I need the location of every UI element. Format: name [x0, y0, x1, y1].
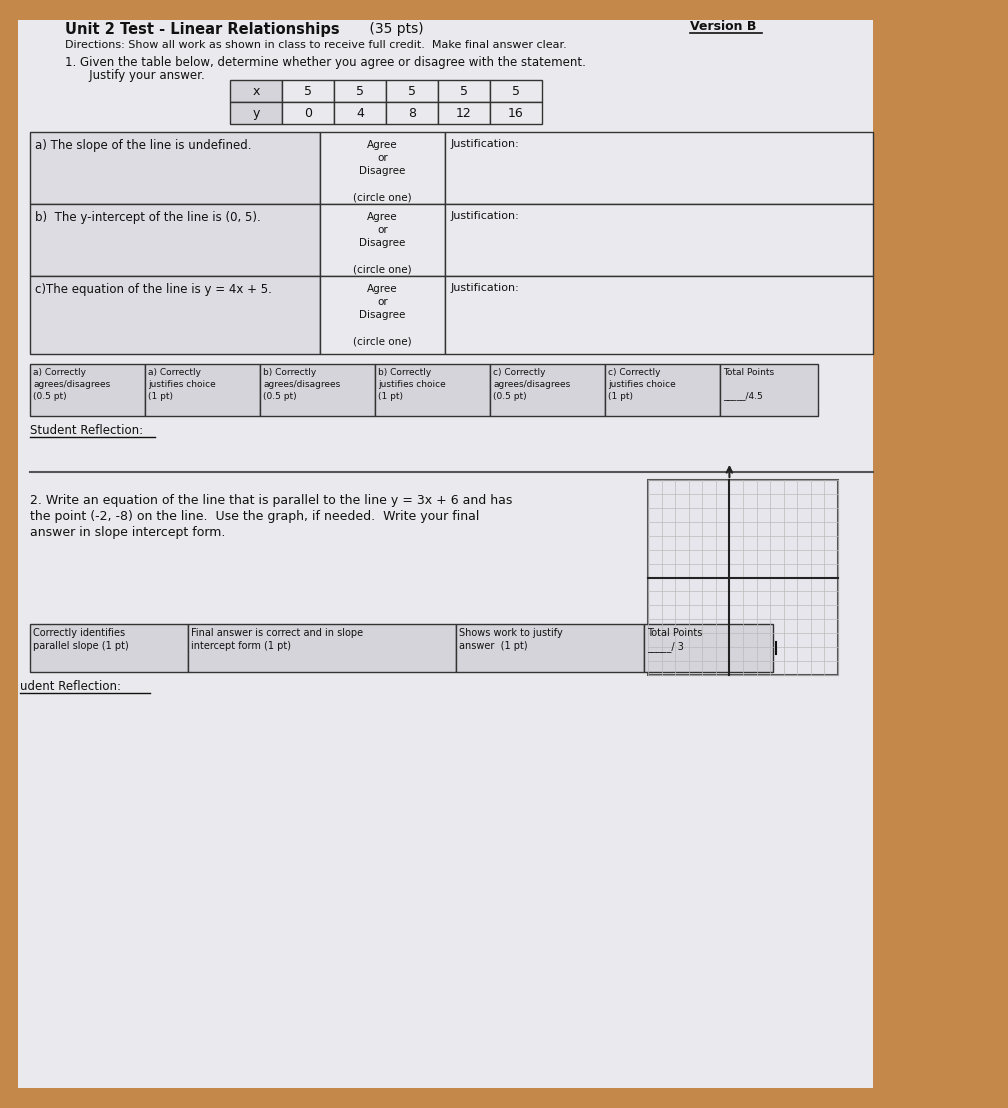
Text: Total Points

_____/4.5: Total Points _____/4.5	[723, 368, 774, 401]
Text: Justification:: Justification:	[451, 283, 520, 293]
Bar	[320, 132, 445, 204]
Text: Agree
or
Disagree

(circle one): Agree or Disagree (circle one)	[353, 212, 412, 275]
Text: b) Correctly
justifies choice
(1 pt): b) Correctly justifies choice (1 pt)	[378, 368, 446, 401]
Text: 0: 0	[304, 107, 312, 120]
Bar	[230, 102, 282, 124]
Text: Justification:: Justification:	[451, 138, 520, 148]
Bar	[282, 102, 334, 124]
Bar	[18, 20, 873, 1088]
Text: 8: 8	[408, 107, 416, 120]
Bar	[320, 204, 445, 276]
Bar	[438, 80, 490, 102]
Text: 5: 5	[460, 85, 468, 98]
Text: 16: 16	[508, 107, 524, 120]
Text: 12: 12	[457, 107, 472, 120]
Text: a) The slope of the line is undefined.: a) The slope of the line is undefined.	[35, 138, 252, 152]
Bar	[145, 365, 260, 416]
Bar	[188, 624, 456, 671]
Bar	[490, 365, 605, 416]
Bar	[386, 102, 438, 124]
Text: b) Correctly
agrees/disagrees
(0.5 pt): b) Correctly agrees/disagrees (0.5 pt)	[263, 368, 341, 401]
Bar	[30, 132, 320, 204]
Text: Final answer is correct and in slope
intercept form (1 pt): Final answer is correct and in slope int…	[191, 628, 363, 652]
Text: Total Points
_____/ 3: Total Points _____/ 3	[647, 628, 703, 653]
Bar	[386, 80, 438, 102]
Bar	[375, 365, 490, 416]
Text: 4: 4	[356, 107, 364, 120]
Text: Correctly identifies
parallel slope (1 pt): Correctly identifies parallel slope (1 p…	[33, 628, 129, 652]
Bar	[230, 80, 282, 102]
Bar	[320, 276, 445, 353]
Text: (35 pts): (35 pts)	[365, 22, 423, 35]
Text: Agree
or
Disagree

(circle one): Agree or Disagree (circle one)	[353, 284, 412, 347]
Text: 5: 5	[356, 85, 364, 98]
Text: a) Correctly
agrees/disagrees
(0.5 pt): a) Correctly agrees/disagrees (0.5 pt)	[33, 368, 110, 401]
Text: Shows work to justify
answer  (1 pt): Shows work to justify answer (1 pt)	[459, 628, 562, 652]
Text: the point (-2, -8) on the line.  Use the graph, if needed.  Write your final: the point (-2, -8) on the line. Use the …	[30, 510, 480, 523]
Text: 5: 5	[304, 85, 312, 98]
Text: Justification:: Justification:	[451, 211, 520, 220]
Bar	[30, 365, 145, 416]
Bar	[438, 102, 490, 124]
Bar	[490, 80, 542, 102]
Bar	[282, 80, 334, 102]
Bar	[644, 624, 773, 671]
Bar	[30, 276, 320, 353]
Text: udent Reflection:: udent Reflection:	[20, 680, 121, 692]
Text: 2. Write an equation of the line that is parallel to the line y = 3x + 6 and has: 2. Write an equation of the line that is…	[30, 494, 512, 507]
Text: c) Correctly
justifies choice
(1 pt): c) Correctly justifies choice (1 pt)	[608, 368, 675, 401]
Bar	[260, 365, 375, 416]
Text: b)  The y-intercept of the line is (0, 5).: b) The y-intercept of the line is (0, 5)…	[35, 211, 261, 224]
Text: x: x	[252, 85, 260, 98]
Bar	[445, 276, 873, 353]
Bar	[445, 132, 873, 204]
Bar	[605, 365, 720, 416]
Text: 1. Given the table below, determine whether you agree or disagree with the state: 1. Given the table below, determine whet…	[65, 57, 586, 69]
Bar	[720, 365, 818, 416]
Bar	[490, 102, 542, 124]
Text: y: y	[252, 107, 260, 120]
Text: Unit 2 Test - Linear Relationships: Unit 2 Test - Linear Relationships	[65, 22, 340, 37]
Text: 5: 5	[512, 85, 520, 98]
Bar	[30, 624, 188, 671]
Bar	[456, 624, 644, 671]
Text: answer in slope intercept form.: answer in slope intercept form.	[30, 526, 226, 538]
Bar	[445, 204, 873, 276]
Bar	[334, 80, 386, 102]
Text: a) Correctly
justifies choice
(1 pt): a) Correctly justifies choice (1 pt)	[148, 368, 216, 401]
Bar	[30, 204, 320, 276]
Text: c) Correctly
agrees/disagrees
(0.5 pt): c) Correctly agrees/disagrees (0.5 pt)	[493, 368, 571, 401]
Bar	[334, 102, 386, 124]
Text: Student Reflection:: Student Reflection:	[30, 424, 143, 437]
Text: c)The equation of the line is y = 4x + 5.: c)The equation of the line is y = 4x + 5…	[35, 283, 272, 296]
Bar	[648, 480, 838, 675]
Text: Directions: Show all work as shown in class to receive full credit.  Make final : Directions: Show all work as shown in cl…	[65, 40, 566, 50]
Text: Justify your answer.: Justify your answer.	[78, 69, 205, 82]
Text: 5: 5	[408, 85, 416, 98]
Text: Agree
or
Disagree

(circle one): Agree or Disagree (circle one)	[353, 140, 412, 203]
Text: Version B: Version B	[690, 20, 756, 33]
